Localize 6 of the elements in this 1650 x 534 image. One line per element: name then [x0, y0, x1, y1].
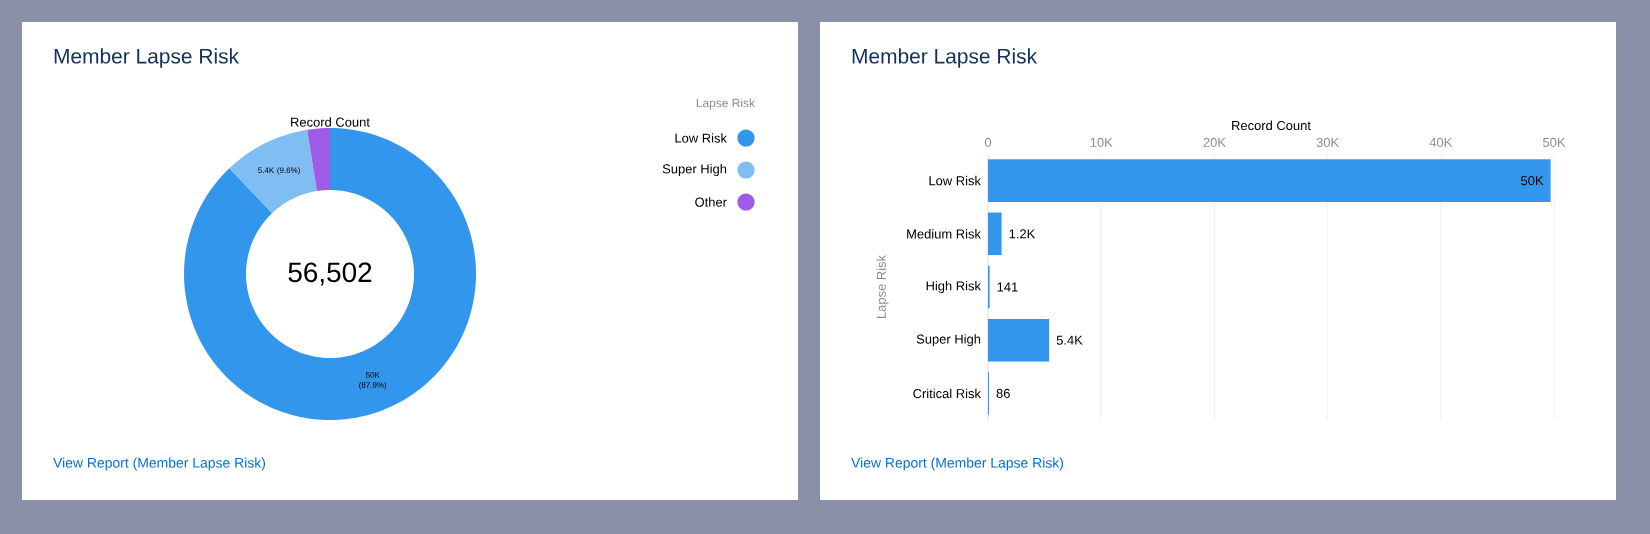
bar — [988, 212, 1002, 256]
bar — [988, 159, 1551, 202]
text: 56,502 — [288, 262, 372, 286]
chart-title: Member Lapse Risk — [852, 48, 1038, 68]
bar — [988, 318, 1050, 362]
chart-title: Member Lapse Risk — [54, 48, 240, 68]
